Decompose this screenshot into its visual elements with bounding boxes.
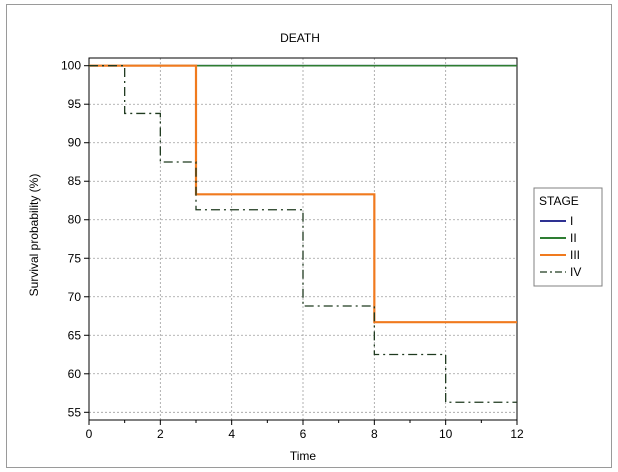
y-tick-label: 60 <box>68 367 82 381</box>
axes: 0 2 4 6 8 10 12 55 60 65 70 75 80 85 90 95 100 <box>61 57 524 441</box>
legend-title: STAGE <box>539 194 579 208</box>
y-tick-label: 85 <box>68 174 82 188</box>
x-tick-label: 6 <box>300 427 307 441</box>
chart-frame <box>6 4 612 468</box>
y-tick-label: 90 <box>68 136 82 150</box>
legend-label-iv: IV <box>570 265 581 279</box>
y-tick-label: 75 <box>68 251 82 265</box>
x-tick-label: 12 <box>510 427 524 441</box>
x-tick-label: 8 <box>371 427 378 441</box>
y-tick-label: 100 <box>61 59 81 73</box>
chart-title: DEATH <box>280 31 320 45</box>
legend-label-i: I <box>570 214 573 228</box>
x-tick-label: 0 <box>86 427 93 441</box>
x-axis-label: Time <box>290 449 317 463</box>
series-line-stage-iii <box>89 64 517 324</box>
x-tick-label: 4 <box>228 427 235 441</box>
y-tick-label: 95 <box>68 97 82 111</box>
x-tick-label: 10 <box>439 427 453 441</box>
y-tick-label: 55 <box>68 405 82 419</box>
legend-label-iii: III <box>570 248 580 262</box>
y-axis-label: Survival probability (%) <box>27 174 41 297</box>
y-tick-label: 80 <box>68 213 82 227</box>
series-lines <box>89 64 517 403</box>
y-tick-label: 70 <box>68 290 82 304</box>
series-line-stage-iv <box>89 65 517 403</box>
y-tick-label: 65 <box>68 328 82 342</box>
legend-label-ii: II <box>570 231 577 245</box>
x-tick-label: 2 <box>157 427 164 441</box>
